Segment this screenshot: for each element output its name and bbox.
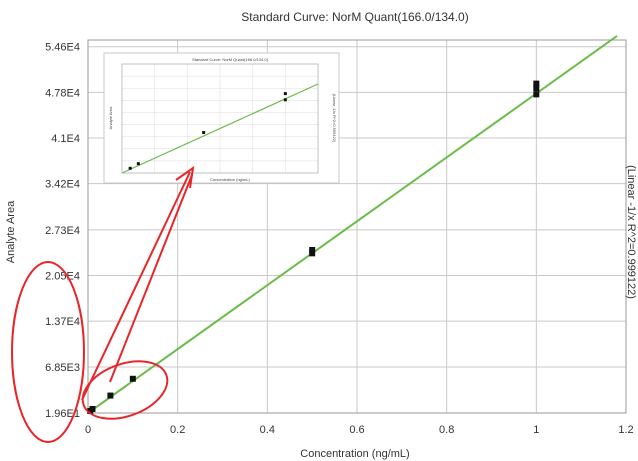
x-tick-label: 1.2 [618, 424, 633, 436]
y-tick-label: 4.78E4 [45, 87, 80, 99]
data-point [533, 81, 539, 87]
inset-x-label: Concentration (ng/mL) [210, 177, 250, 182]
y-tick-label: 1.37E4 [45, 316, 80, 328]
y-tick-label: 3.42E4 [45, 179, 80, 191]
y-tick-label: 6.85E3 [45, 362, 80, 374]
regression-label: (Linear -1/x R^2=0.999122) [625, 165, 637, 299]
inset-data-point [129, 167, 132, 170]
data-point [533, 91, 539, 97]
y-axis-tick-labels: 1.96E16.85E31.37E42.05E42.73E43.42E44.1E… [45, 42, 80, 420]
data-point [107, 393, 113, 399]
data-point [130, 376, 136, 382]
x-tick-label: 0 [85, 424, 91, 436]
x-tick-label: 0.2 [170, 424, 185, 436]
y-tick-label: 2.73E4 [45, 225, 80, 237]
inset-data-point [284, 98, 287, 101]
inset-title: Standard Curve: NorM Quant(166.0/134.0) [192, 57, 268, 62]
inset-y-label: Analyte Area [108, 106, 113, 129]
chart-title: Standard Curve: NorM Quant(166.0/134.0) [241, 10, 468, 24]
data-point [89, 406, 95, 412]
inset-side-label: (Linear -1/x R^2=0.999122) [332, 94, 337, 143]
y-tick-label: 4.1E4 [51, 133, 80, 145]
y-tick-label: 2.05E4 [45, 270, 80, 282]
data-point [309, 247, 315, 253]
x-axis-label: Concentration (ng/mL) [300, 448, 409, 460]
x-tick-label: 0.8 [439, 424, 454, 436]
inset-zoom-plot: Standard Curve: NorM Quant(166.0/134.0) … [104, 53, 339, 183]
y-axis-label: Analyte Area [5, 200, 17, 263]
inset-data-point [284, 92, 287, 95]
inset-data-point [202, 131, 205, 134]
x-tick-label: 1 [533, 424, 539, 436]
x-tick-label: 0.6 [349, 424, 364, 436]
y-tick-label: 5.46E4 [45, 42, 80, 54]
x-tick-label: 0.4 [260, 424, 275, 436]
inset-data-point [137, 162, 140, 165]
